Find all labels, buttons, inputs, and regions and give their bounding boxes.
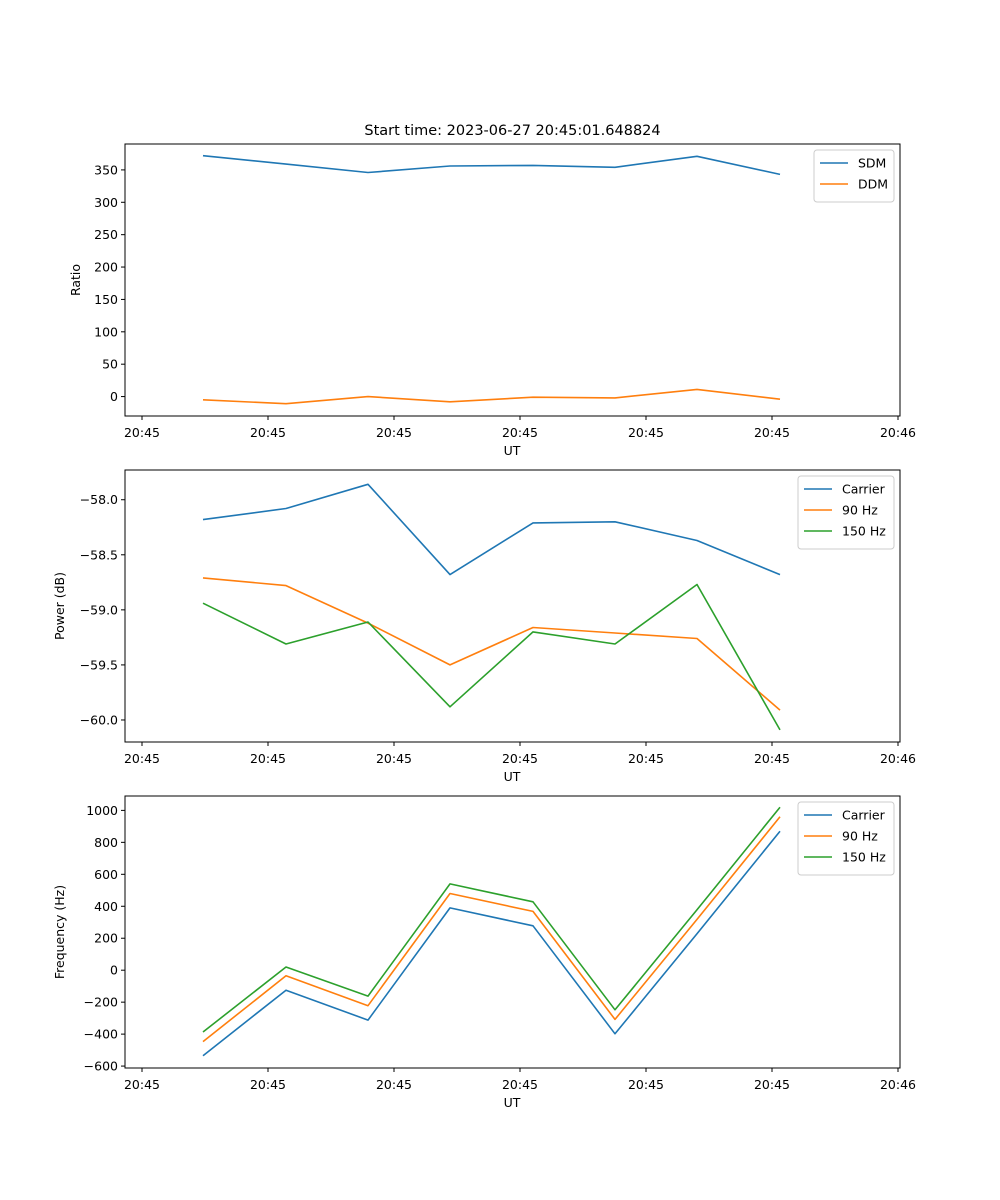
series-line-90-hz — [202, 577, 781, 711]
y-axis-label: Frequency (Hz) — [52, 885, 67, 979]
series-line-90-hz — [202, 816, 781, 1043]
legend: Carrier 90 Hz 150 Hz — [797, 475, 895, 550]
x-axis-label: UT — [504, 443, 521, 458]
x-tick-label: 20:45 — [502, 751, 538, 766]
x-tick-label: 20:45 — [754, 425, 790, 440]
x-axis-label: UT — [504, 1095, 521, 1110]
chart-panel-3: 20:45 20:45 20:45 20:45 20:45 20:45 20:46 −600 −… — [52, 795, 916, 1110]
y-axis-label: Ratio — [68, 264, 83, 296]
y-tick-label: 300 — [94, 195, 118, 210]
series-line-carrier — [202, 483, 781, 576]
x-tick-label: 20:45 — [376, 751, 412, 766]
y-tick-label: 200 — [94, 931, 118, 946]
x-tick-label: 20:45 — [250, 1077, 286, 1092]
x-tick-label: 20:45 — [502, 1077, 538, 1092]
legend-label: 150 Hz — [842, 850, 886, 865]
y-tick-label: 600 — [94, 867, 118, 882]
legend: SDM DDM — [813, 149, 895, 203]
y-tick-label: 150 — [94, 292, 118, 307]
y-tick-label: −59.0 — [80, 602, 118, 617]
series-line-150-hz — [202, 806, 781, 1033]
x-tick-label: 20:45 — [628, 425, 664, 440]
chart-title: Start time: 2023-06-27 20:45:01.648824 — [364, 123, 660, 139]
chart-panel-2: 20:45 20:45 20:45 20:45 20:45 20:45 20:46 −60.0… — [52, 469, 916, 784]
chart-panel-1: 20:45 20:45 20:45 20:45 20:45 20:45 20:46 0 50 10… — [68, 143, 916, 458]
y-tick-label: 200 — [94, 260, 118, 275]
legend: Carrier 90 Hz 150 Hz — [797, 801, 895, 876]
legend-label: SDM — [858, 156, 886, 171]
x-tick-label: 20:45 — [502, 425, 538, 440]
x-tick-label: 20:45 — [754, 751, 790, 766]
y-tick-label: −59.5 — [80, 657, 118, 672]
x-tick-label: 20:45 — [124, 1077, 160, 1092]
legend-label: Carrier — [842, 482, 886, 497]
series-line-sdm — [202, 154, 781, 176]
y-tick-label: 350 — [94, 162, 118, 177]
series-line-carrier — [202, 830, 781, 1057]
y-tick-label: −400 — [84, 1027, 118, 1042]
axes-frame — [124, 795, 901, 1069]
x-tick-label: 20:45 — [628, 1077, 664, 1092]
legend-label: Carrier — [842, 808, 886, 823]
x-tick-label: 20:45 — [250, 425, 286, 440]
x-tick-label: 20:45 — [250, 751, 286, 766]
axes-frame — [124, 469, 901, 743]
y-tick-label: 800 — [94, 835, 118, 850]
y-tick-label: −58.5 — [80, 547, 118, 562]
x-tick-label: 20:46 — [880, 425, 916, 440]
legend-label: 90 Hz — [842, 829, 878, 844]
series-line-150-hz — [202, 583, 781, 731]
x-tick-label: 20:45 — [124, 751, 160, 766]
x-tick-label: 20:45 — [376, 425, 412, 440]
axes-frame — [124, 143, 901, 417]
y-tick-label: −600 — [84, 1059, 118, 1074]
y-tick-label: 50 — [102, 357, 118, 372]
y-tick-label: −58.0 — [80, 492, 118, 507]
x-tick-label: 20:45 — [628, 751, 664, 766]
series-line-ddm — [202, 388, 781, 405]
y-tick-label: 0 — [110, 963, 118, 978]
y-axis-label: Power (dB) — [52, 572, 67, 640]
y-tick-label: 250 — [94, 227, 118, 242]
y-tick-label: 400 — [94, 899, 118, 914]
y-tick-label: 0 — [110, 389, 118, 404]
x-tick-label: 20:45 — [754, 1077, 790, 1092]
x-axis-label: UT — [504, 769, 521, 784]
x-tick-label: 20:45 — [124, 425, 160, 440]
legend-label: 150 Hz — [842, 524, 886, 539]
y-tick-label: −60.0 — [80, 712, 118, 727]
y-tick-label: −200 — [84, 995, 118, 1010]
legend-label: 90 Hz — [842, 503, 878, 518]
y-tick-label: 100 — [94, 324, 118, 339]
x-tick-label: 20:45 — [376, 1077, 412, 1092]
x-tick-label: 20:46 — [880, 1077, 916, 1092]
legend-label: DDM — [858, 177, 888, 192]
y-tick-label: 1000 — [86, 803, 118, 818]
x-tick-label: 20:46 — [880, 751, 916, 766]
